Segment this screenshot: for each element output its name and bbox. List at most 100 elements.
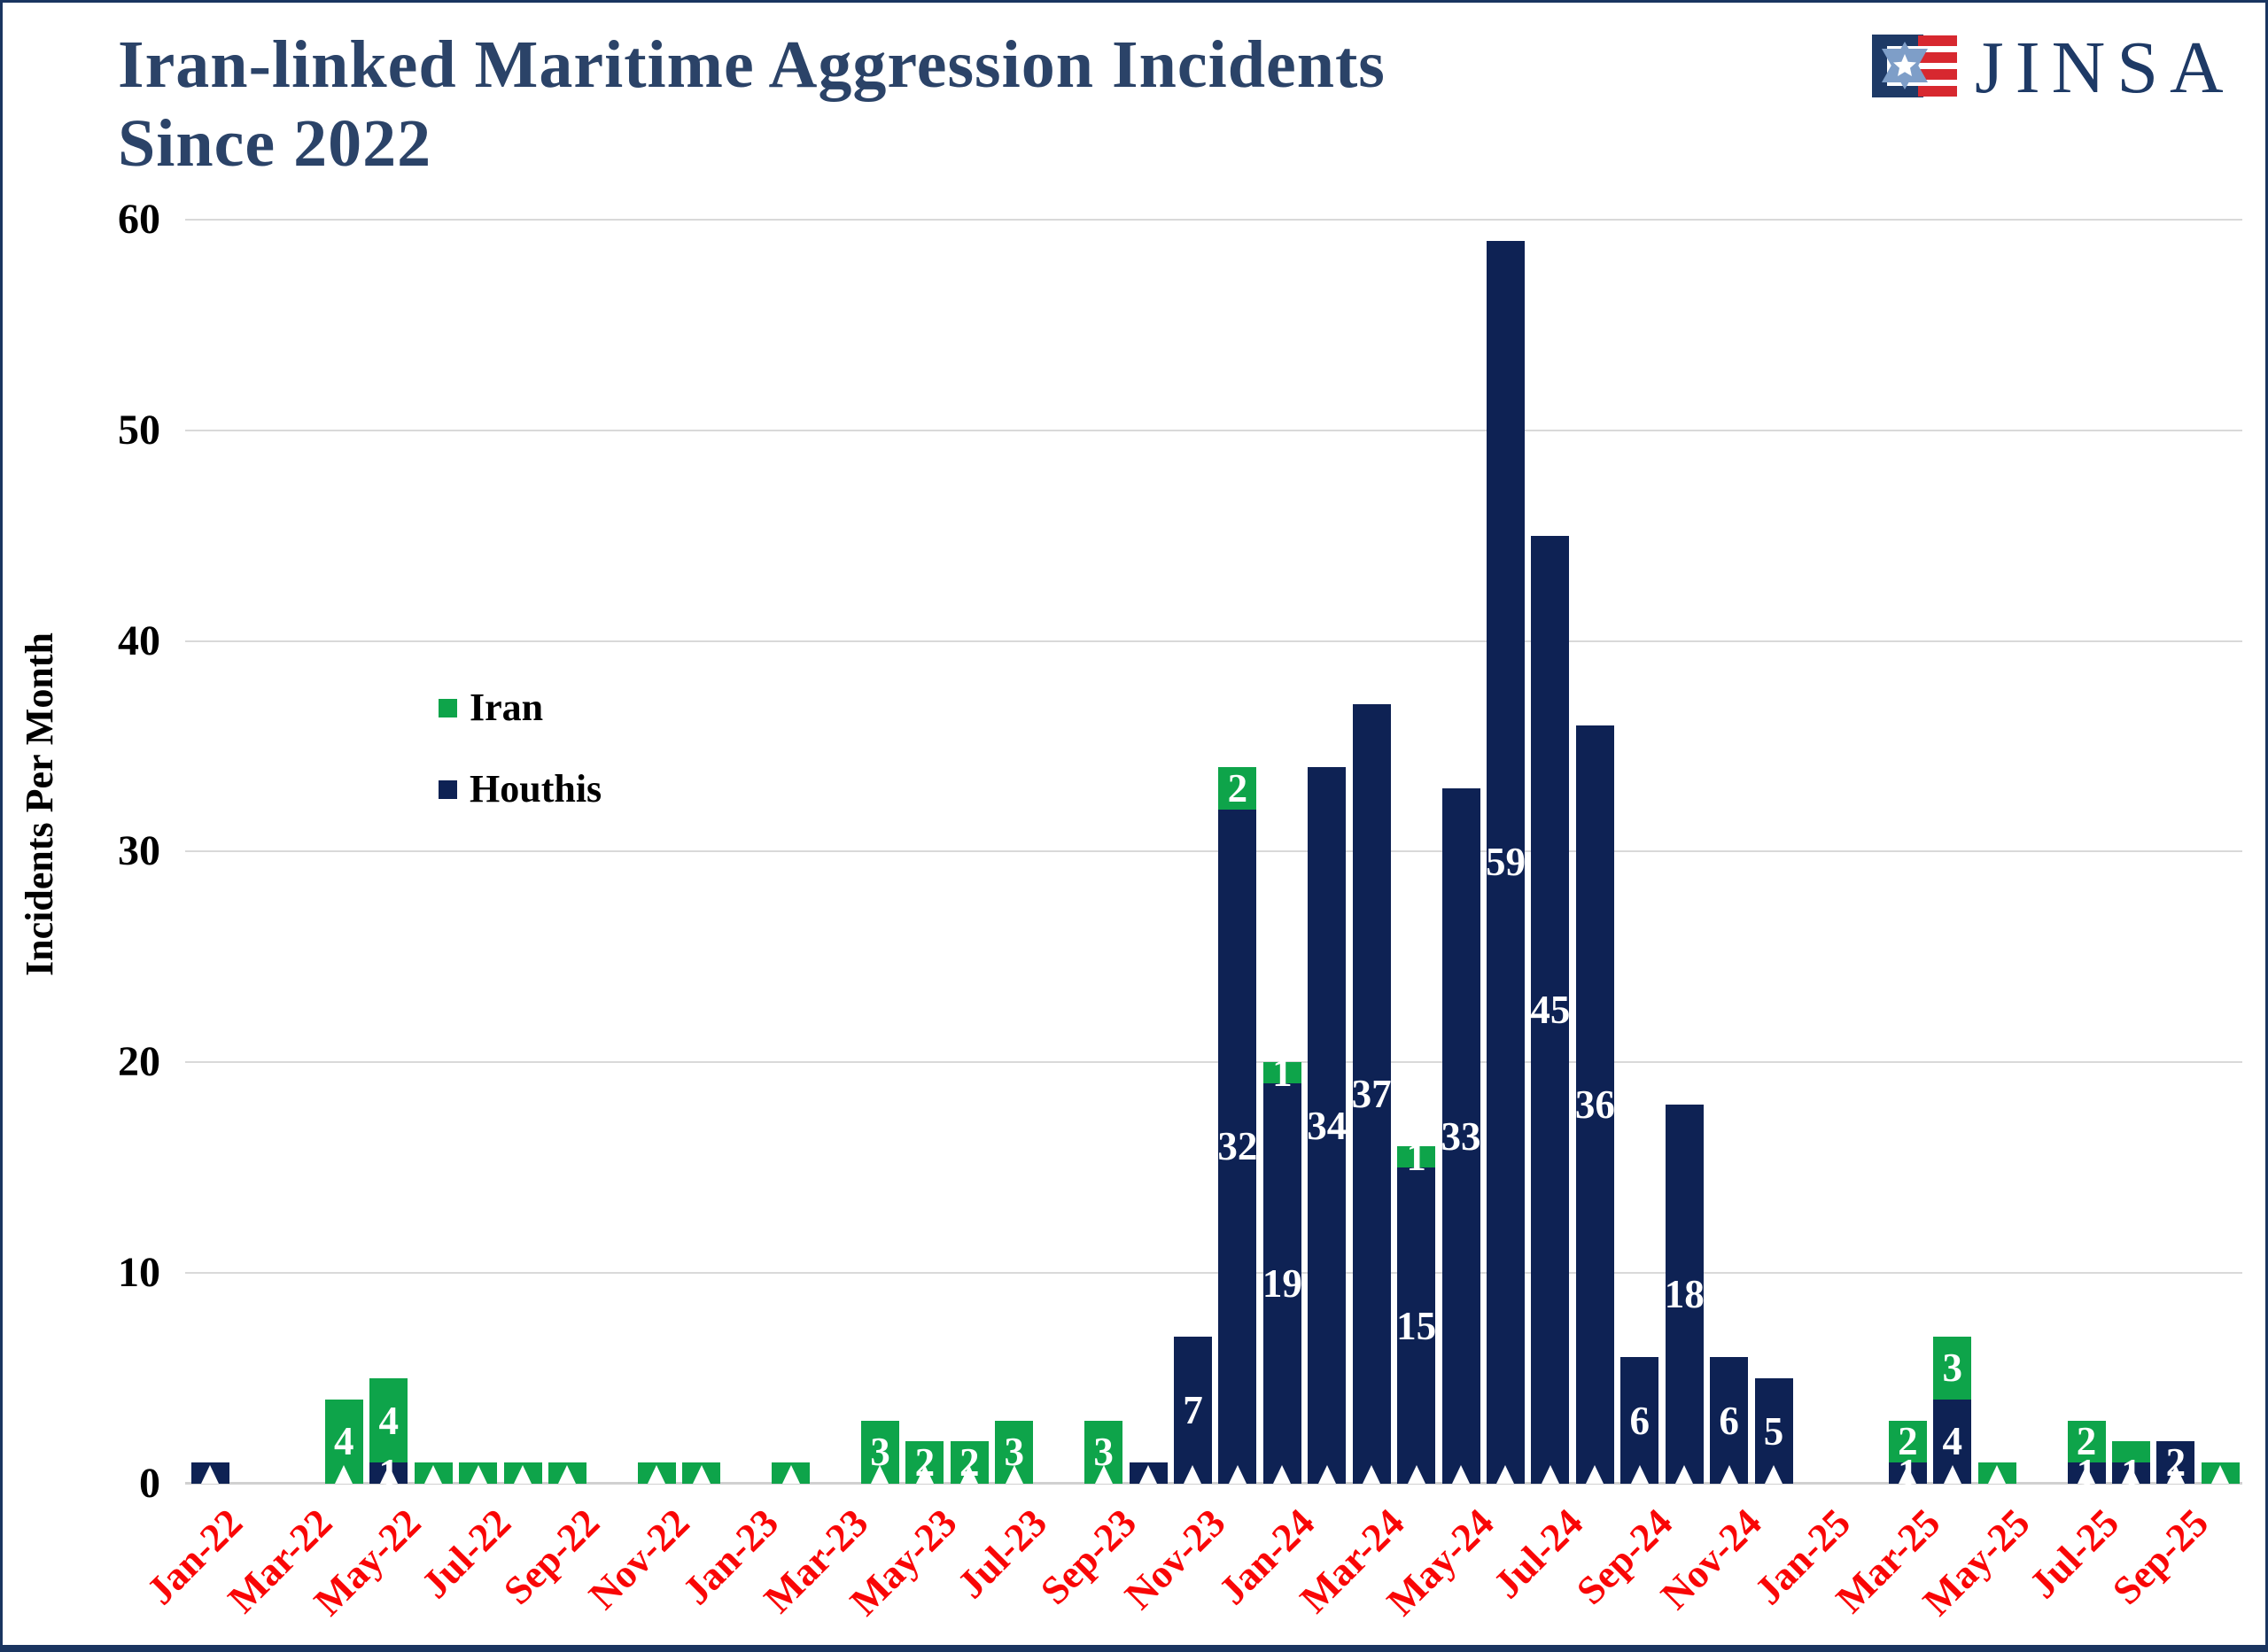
bar-value-label-houthis: 37 bbox=[1351, 1071, 1392, 1116]
bar-May-24: 33 bbox=[1441, 788, 1481, 1484]
bar-Apr-22: 4 bbox=[324, 1399, 363, 1484]
bar-May-25 bbox=[1977, 1462, 2016, 1484]
bar-Nov-22 bbox=[637, 1462, 676, 1484]
bar-value-label-iran: 4 bbox=[334, 1419, 354, 1464]
bar-value-label-iran: 1 bbox=[1272, 1051, 1293, 1096]
bar-segment-houthis bbox=[1665, 1104, 1704, 1484]
bar-value-label-houthis: 6 bbox=[1629, 1398, 1651, 1443]
gridline-30 bbox=[185, 850, 2242, 853]
x-axis-line bbox=[185, 1482, 2242, 1485]
bar-segment-houthis bbox=[1531, 535, 1570, 1484]
bar-value-label-houthis: 1 bbox=[2121, 1451, 2141, 1496]
bar-value-label-houthis: 15 bbox=[1396, 1303, 1437, 1348]
tick-notch bbox=[1630, 1464, 1649, 1484]
bar-Sep-22 bbox=[548, 1462, 586, 1484]
bar-Dec-22 bbox=[682, 1462, 721, 1484]
bar-Apr-24: 1 15 bbox=[1396, 1136, 1436, 1484]
bar-Jun-23: 2 bbox=[950, 1441, 989, 1484]
bar-Jul-22 bbox=[459, 1462, 498, 1484]
bar-value-label-houthis: 1 bbox=[1898, 1451, 1918, 1496]
tick-notch bbox=[201, 1464, 219, 1484]
bar-Oct-25 bbox=[2201, 1462, 2240, 1484]
x-tick-label-Nov-22: Nov-22 bbox=[579, 1500, 698, 1618]
bar-value-label-houthis: 36 bbox=[1574, 1082, 1615, 1127]
gridline-20 bbox=[185, 1061, 2242, 1064]
tick-notch bbox=[871, 1464, 889, 1484]
bar-Oct-23 bbox=[1129, 1462, 1168, 1484]
gridline-40 bbox=[185, 640, 2242, 642]
bar-Mar-24: 37 bbox=[1352, 703, 1392, 1484]
bar-segment-houthis bbox=[1575, 725, 1614, 1484]
y-tick-label-50: 50 bbox=[118, 406, 160, 454]
bar-Jan-22 bbox=[190, 1462, 229, 1484]
y-tick-label-40: 40 bbox=[118, 617, 160, 664]
tick-notch bbox=[2166, 1464, 2185, 1484]
tick-notch bbox=[1496, 1464, 1515, 1484]
tick-notch bbox=[781, 1464, 800, 1484]
tick-notch bbox=[2078, 1464, 2096, 1484]
jinsa-logo: JINSA bbox=[1872, 31, 2235, 105]
tick-notch bbox=[960, 1464, 979, 1484]
bar-value-label-houthis: 4 bbox=[1942, 1419, 1963, 1464]
tick-notch bbox=[514, 1464, 532, 1484]
x-tick-label-Jul-25: Jul-25 bbox=[2020, 1500, 2128, 1607]
houthis-color-swatch bbox=[439, 779, 457, 799]
bar-value-label-iran: 4 bbox=[378, 1398, 399, 1443]
tick-notch bbox=[1765, 1464, 1783, 1484]
tick-notch bbox=[1943, 1464, 1961, 1484]
tick-notch bbox=[1273, 1464, 1292, 1484]
tick-notch bbox=[1675, 1464, 1694, 1484]
jinsa-flag-star-icon bbox=[1872, 35, 1957, 102]
bar-Oct-24: 18 bbox=[1665, 1104, 1705, 1484]
tick-notch bbox=[2211, 1464, 2230, 1484]
bar-Jul-23: 3 bbox=[995, 1420, 1034, 1484]
bar-value-label-iran: 2 bbox=[1227, 766, 1248, 811]
bar-Dec-23: 2 32 bbox=[1217, 767, 1257, 1484]
bar-segment-iran bbox=[1888, 1420, 1927, 1463]
bar-Sep-25: 2 bbox=[2156, 1441, 2195, 1484]
bar-value-label-houthis: 5 bbox=[1763, 1408, 1784, 1454]
bar-value-label-houthis: 1 bbox=[2076, 1451, 2097, 1496]
gridline-50 bbox=[185, 429, 2242, 431]
tick-notch bbox=[1005, 1464, 1023, 1484]
bar-Nov-24: 6 bbox=[1710, 1357, 1749, 1484]
bar-Jun-24: 59 bbox=[1486, 240, 1526, 1484]
bar-segment-houthis bbox=[1218, 809, 1257, 1484]
x-tick-label-Nov-24: Nov-24 bbox=[1652, 1500, 1770, 1618]
legend-label-houthis: Houthis bbox=[470, 767, 602, 810]
bar-Dec-24: 5 bbox=[1754, 1378, 1793, 1484]
legend: Iran Houthis bbox=[439, 685, 602, 848]
gridline-10 bbox=[185, 1272, 2242, 1275]
bar-Jul-24: 45 bbox=[1530, 535, 1570, 1484]
tick-notch bbox=[648, 1464, 666, 1484]
legend-item-houthis: Houthis bbox=[439, 766, 602, 812]
chart-title: Iran-linked Maritime Aggression Incident… bbox=[118, 26, 1386, 183]
bar-value-label-houthis: 7 bbox=[1183, 1387, 1203, 1432]
bar-Feb-23 bbox=[772, 1462, 811, 1484]
bar-segment-iran bbox=[2067, 1420, 2106, 1463]
x-tick-label-Jul-23: Jul-23 bbox=[948, 1500, 1055, 1607]
tick-notch bbox=[424, 1464, 443, 1484]
bar-value-label-iran: 3 bbox=[1004, 1430, 1024, 1475]
bar-segment-houthis bbox=[1710, 1357, 1749, 1484]
bar-value-label-houthis: 33 bbox=[1441, 1113, 1481, 1159]
legend-label-iran: Iran bbox=[470, 686, 544, 729]
chart-title-line2: Since 2022 bbox=[118, 106, 432, 181]
bar-segment-iran bbox=[1397, 1146, 1436, 1168]
bar-value-label-houthis: 1 bbox=[378, 1451, 399, 1496]
tick-notch bbox=[1317, 1464, 1336, 1484]
tick-notch bbox=[558, 1464, 577, 1484]
y-tick-label-20: 20 bbox=[118, 1038, 160, 1086]
x-tick-label-Nov-23: Nov-23 bbox=[1115, 1500, 1234, 1618]
bar-value-label-iran: 3 bbox=[870, 1430, 890, 1475]
tick-notch bbox=[1541, 1464, 1559, 1484]
bar-value-label-iran: 3 bbox=[1942, 1346, 1963, 1391]
bar-Aug-24: 36 bbox=[1575, 725, 1615, 1484]
bar-value-label-iran: 2 bbox=[1898, 1419, 1918, 1464]
bar-Aug-25: 1 bbox=[2111, 1441, 2150, 1493]
bar-value-label-houthis: 59 bbox=[1485, 840, 1526, 885]
bar-value-label-iran: 3 bbox=[1093, 1430, 1114, 1475]
bar-value-label-iran: 2 bbox=[959, 1440, 980, 1485]
